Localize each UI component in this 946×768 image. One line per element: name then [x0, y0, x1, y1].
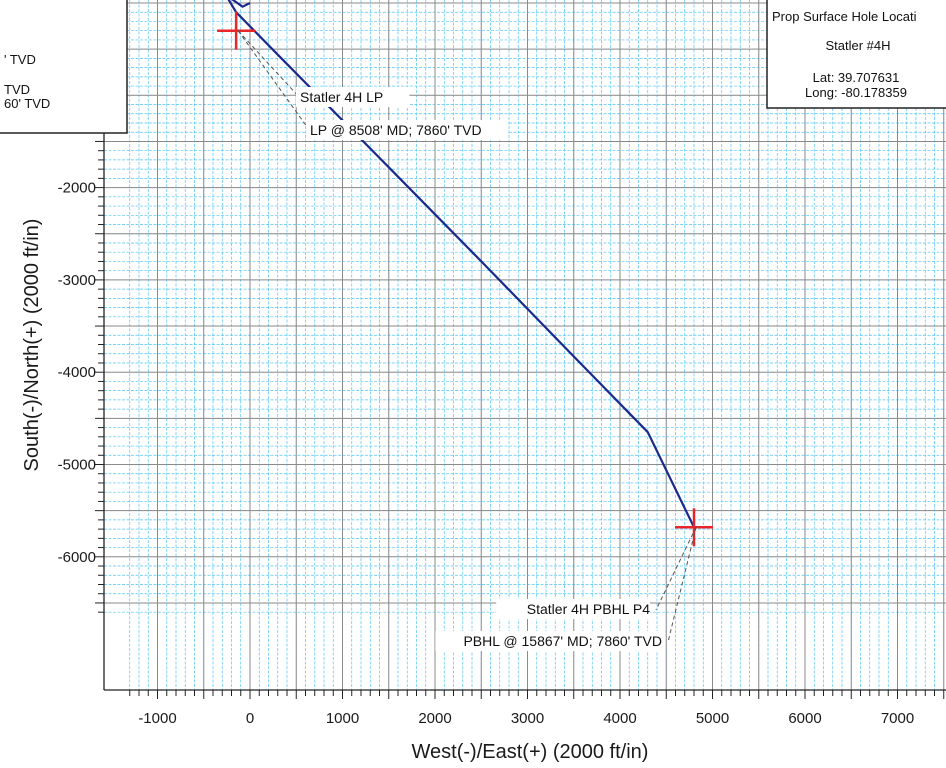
- target-name-bg: [296, 87, 410, 107]
- y-tick-label: -5000: [58, 457, 96, 474]
- x-tick-label: 0: [246, 710, 254, 727]
- y-axis-title: South(-)/North(+) (2000 ft/in): [21, 219, 43, 472]
- y-tick-label: -4000: [58, 364, 96, 381]
- surface-location-title: Prop Surface Hole Locati: [772, 9, 917, 24]
- x-tick-label: 2000: [418, 710, 451, 727]
- x-tick-label: 3000: [511, 710, 544, 727]
- wellpath-line: [227, 0, 695, 528]
- target-depth-label: PBHL @ 15867' MD; 7860' TVD: [463, 633, 662, 649]
- x-tick-label: 7000: [881, 710, 914, 727]
- target-leader-line: [667, 527, 697, 643]
- surface-location-box: Prop Surface Hole Locati Statler #4H Lat…: [766, 0, 946, 109]
- target-depth-label: LP @ 8508' MD; 7860' TVD: [310, 122, 482, 138]
- x-axis-title: West(-)/East(+) (2000 ft/in): [412, 741, 649, 763]
- x-tick-label: 5000: [696, 710, 729, 727]
- x-tick-label: 1000: [326, 710, 359, 727]
- latitude: Lat: 39.707631: [813, 70, 900, 85]
- well-name: Statler #4H: [825, 38, 890, 53]
- target-label-bg: [435, 631, 662, 651]
- y-tick-label: -6000: [58, 549, 96, 566]
- target-name-bg: [496, 599, 650, 619]
- target-leader-line: [237, 30, 301, 99]
- left-box-line-3: 60' TVD: [4, 96, 50, 111]
- x-axis-ticks: -1000 0 1000 2000 3000 4000 5000 6000 7000: [138, 710, 914, 727]
- target-leader-line: [655, 527, 697, 611]
- target-pbhl: Statler 4H PBHL P4 PBHL @ 15867' MD; 7860…: [435, 508, 713, 651]
- target-lp: Statler 4H LP LP @ 8508' MD; 7860' TVD: [217, 11, 509, 140]
- x-tick-label: -1000: [138, 710, 176, 727]
- wellpath-series: [227, 0, 695, 528]
- x-tick-label: 4000: [603, 710, 636, 727]
- left-box-line-1: ' TVD: [4, 52, 36, 67]
- longitude: Long: -80.178359: [805, 85, 907, 100]
- target-label-bg: [306, 120, 509, 140]
- y-tick-label: -2000: [58, 180, 96, 197]
- left-info-box: ' TVD TVD 60' TVD: [0, 0, 128, 134]
- left-box-line-2: TVD: [4, 82, 30, 97]
- target-name: Statler 4H PBHL P4: [527, 601, 650, 617]
- x-tick-label: 6000: [788, 710, 821, 727]
- y-tick-label: -3000: [58, 272, 96, 289]
- target-name: Statler 4H LP: [300, 89, 383, 105]
